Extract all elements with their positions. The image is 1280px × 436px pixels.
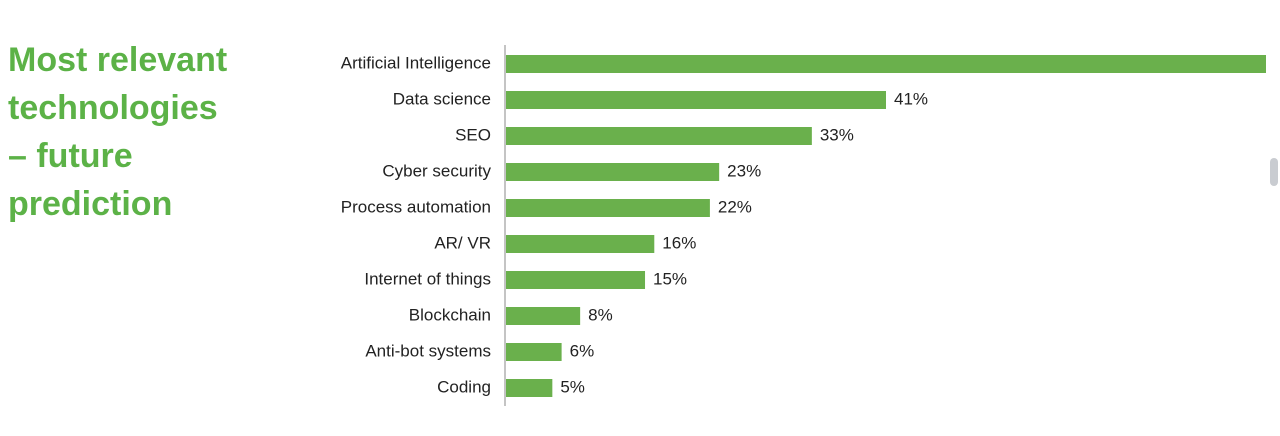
y-tick-label: Data science	[393, 89, 491, 108]
y-tick-label: Process automation	[341, 197, 491, 216]
data-label: 15%	[653, 269, 687, 288]
data-label: 33%	[820, 125, 854, 144]
data-label: 5%	[560, 377, 585, 396]
bar	[506, 199, 710, 217]
data-label: 16%	[662, 233, 696, 252]
data-label: 23%	[727, 161, 761, 180]
bar	[506, 271, 646, 289]
chart-title: Most relevant technologies – future pred…	[8, 41, 228, 223]
data-label: 41%	[894, 89, 928, 108]
bar	[506, 379, 553, 397]
bar	[506, 91, 886, 109]
data-label: 22%	[718, 197, 752, 216]
data-label: 6%	[570, 341, 595, 360]
y-tick-label: Internet of things	[364, 269, 491, 288]
y-tick-label: Coding	[437, 377, 491, 396]
y-tick-label: Cyber security	[382, 161, 491, 180]
y-tick-label: Artificial Intelligence	[341, 53, 491, 72]
y-tick-label: Anti-bot systems	[365, 341, 491, 360]
bar	[506, 163, 720, 181]
y-tick-label: SEO	[455, 125, 491, 144]
y-tick-label: Blockchain	[409, 305, 491, 324]
bar	[506, 55, 1266, 73]
bar	[506, 307, 581, 325]
data-label: 8%	[588, 305, 613, 324]
y-tick-label: AR/ VR	[434, 233, 491, 252]
bar	[506, 235, 655, 253]
bar	[506, 127, 812, 145]
scrollbar-thumb[interactable]	[1270, 158, 1278, 186]
bar	[506, 343, 562, 361]
